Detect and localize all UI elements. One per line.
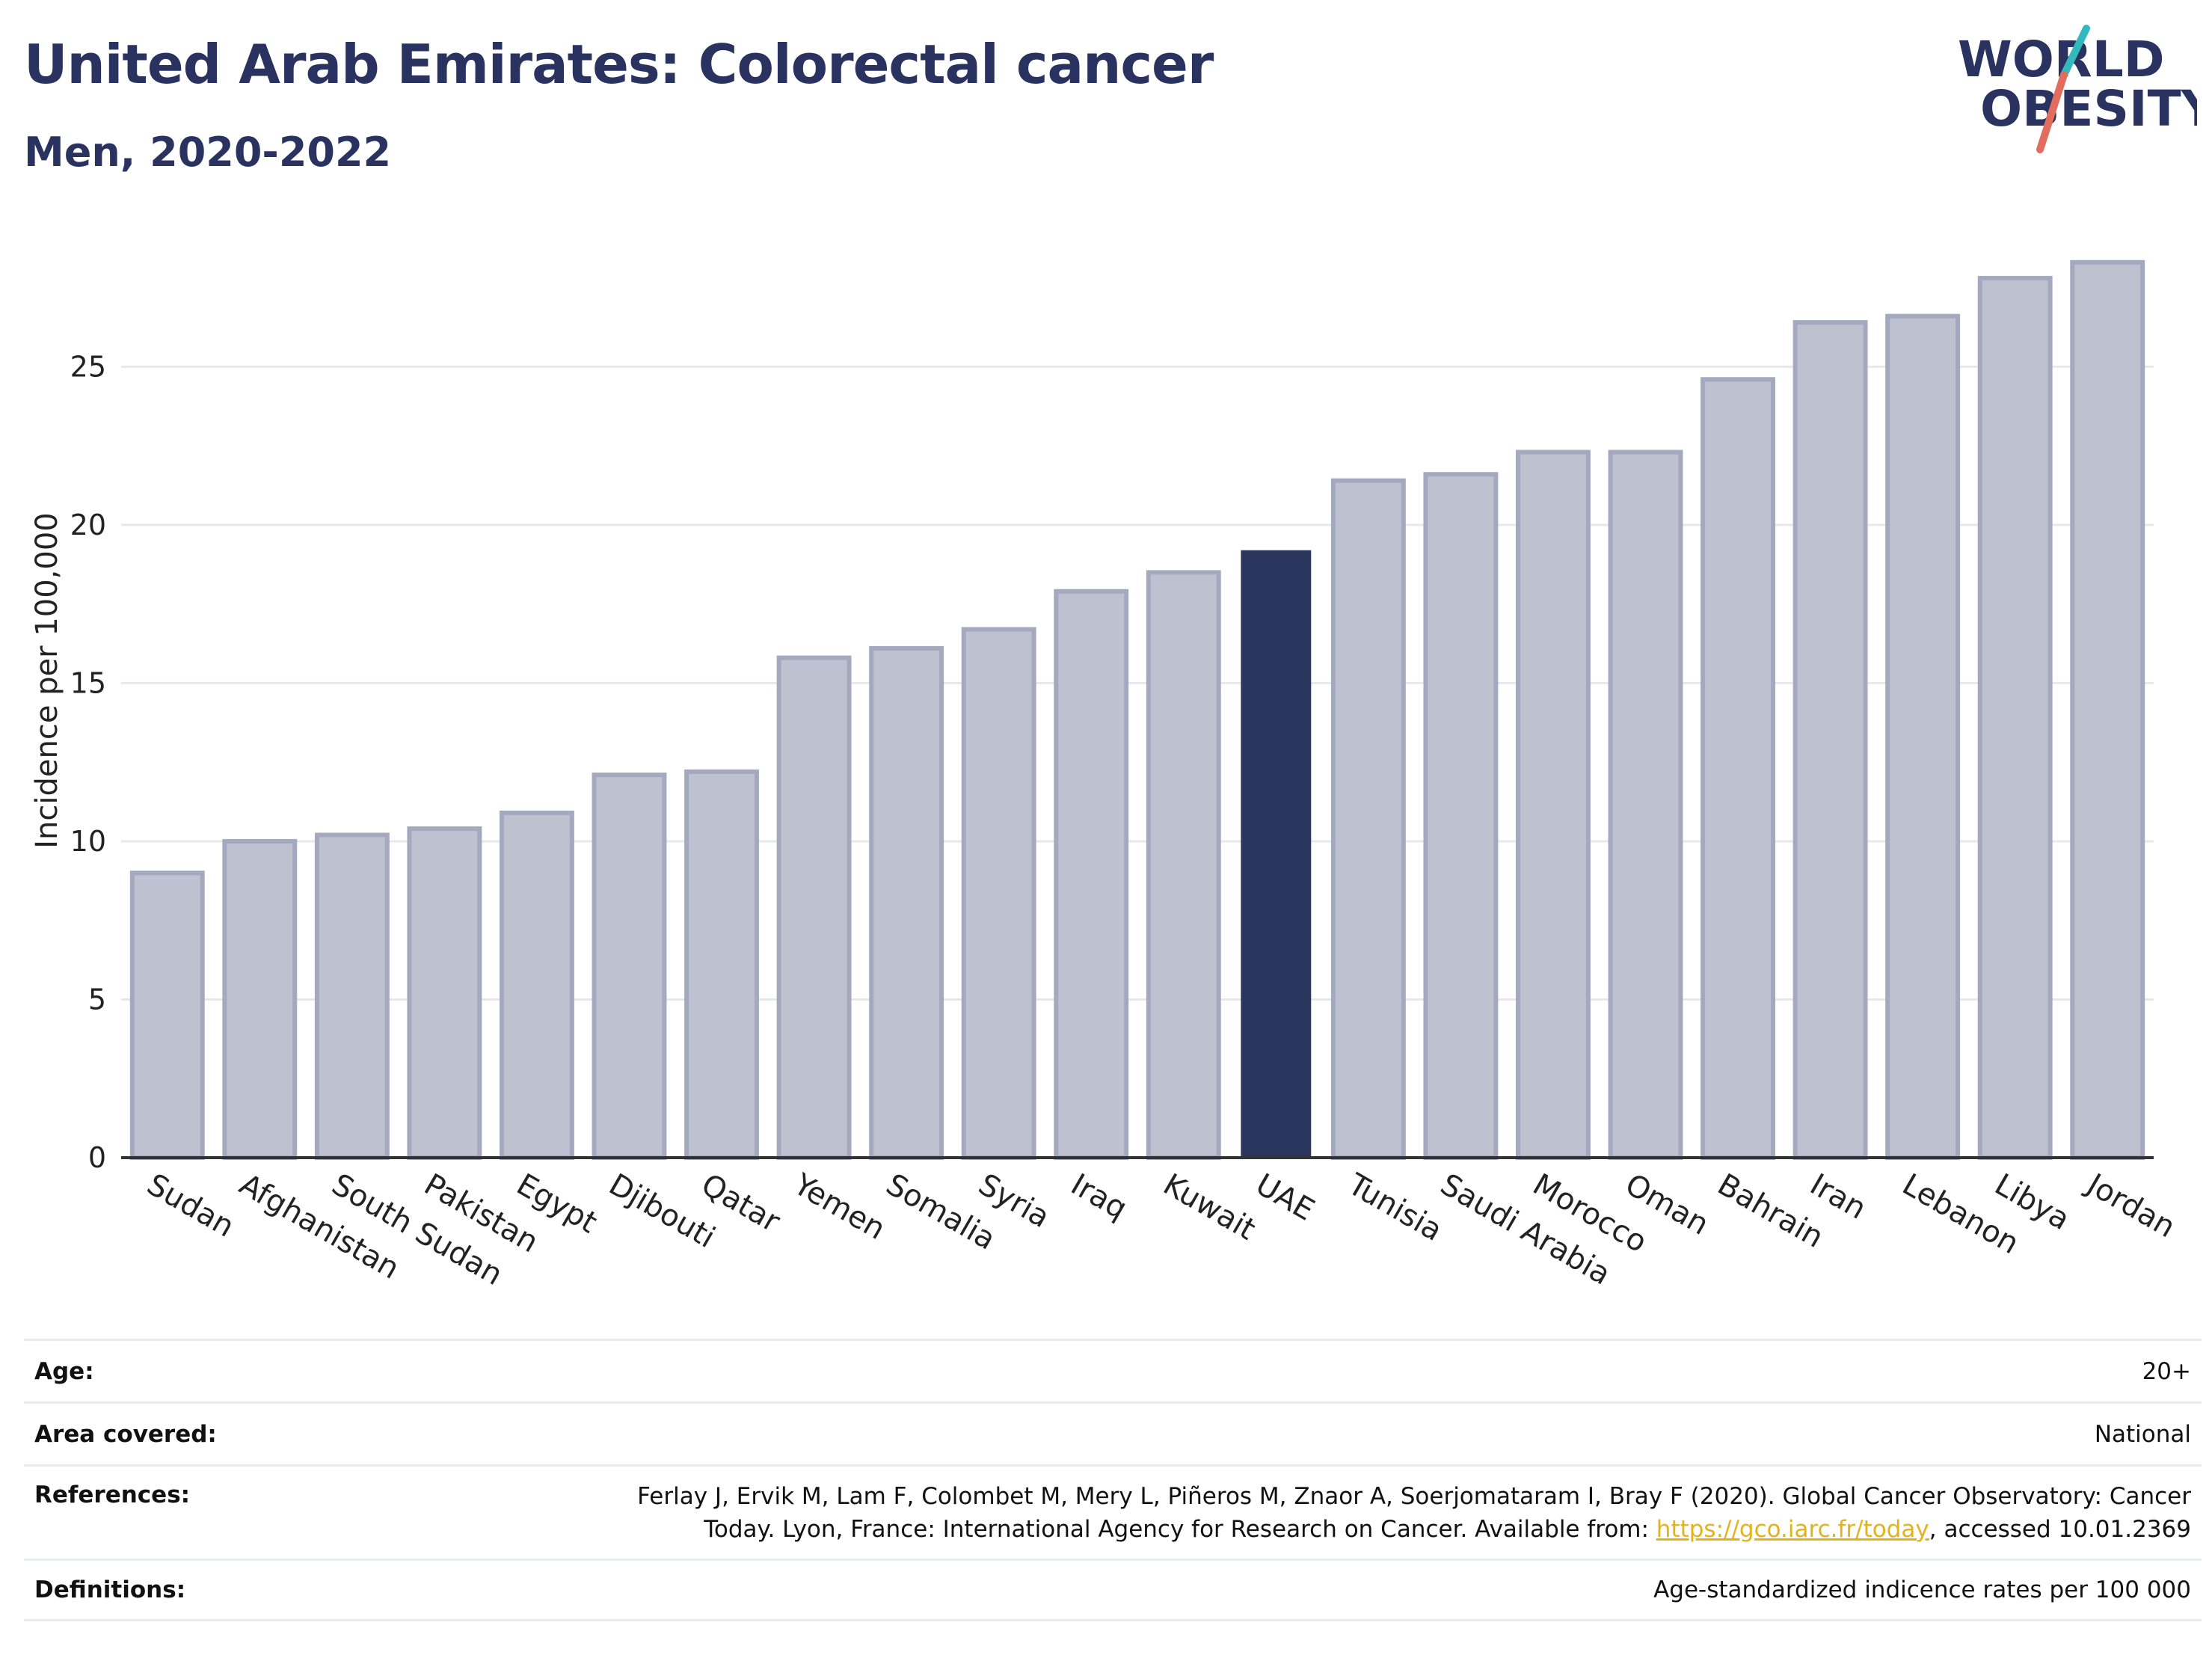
references-line2-suffix: , accessed 10.01.2369 [1929, 1515, 2191, 1543]
age-value: 20+ [2142, 1357, 2191, 1385]
x-tick-label: Tunisia [1342, 1167, 1448, 1248]
x-tick-label: Sudan [141, 1167, 240, 1244]
logo-slash-red [2036, 71, 2068, 153]
y-tick-label: 20 [70, 509, 106, 541]
y-axis-label: Incidence per 100,000 [30, 512, 64, 849]
definitions-label: Definitions: [34, 1576, 186, 1603]
references-value: Ferlay J, Ervik M, Lam F, Colombet M, Me… [637, 1480, 2191, 1546]
references-line2-prefix: Today. Lyon, France: International Agenc… [704, 1515, 1656, 1543]
bar-qatar [684, 769, 759, 1160]
bar-jordan [2070, 260, 2145, 1160]
x-tick-label: Jordan [2080, 1166, 2181, 1244]
references-label: References: [34, 1481, 191, 1508]
chart-subtitle: Men, 2020-2022 [24, 129, 392, 176]
bar-libya [1977, 275, 2053, 1160]
area-value: National [2094, 1420, 2191, 1448]
references-link[interactable]: https://gco.iarc.fr/today [1656, 1515, 1929, 1543]
bar-yemen [776, 655, 852, 1160]
bar-somalia [869, 645, 944, 1160]
y-tick-label: 0 [88, 1141, 106, 1174]
logo-slash-teal [2060, 25, 2090, 79]
y-tick-label: 15 [70, 666, 106, 699]
x-tick-label: Djibouti [603, 1167, 721, 1255]
meta-row-age: Age: 20+ [24, 1339, 2202, 1401]
metadata-table: Age: 20+ Area covered: National Referenc… [24, 1339, 2202, 1621]
bar-morocco [1516, 449, 1591, 1160]
bar-lebanon [1885, 313, 1961, 1161]
bar-tunisia [1330, 478, 1406, 1160]
bar-iran [1792, 320, 1868, 1160]
references-line1: Ferlay J, Ervik M, Lam F, Colombet M, Me… [637, 1482, 2191, 1510]
bar-egypt [500, 810, 574, 1161]
bar-pakistan [407, 826, 482, 1160]
y-tick-label: 10 [70, 825, 106, 858]
meta-row-area: Area covered: National [24, 1401, 2202, 1464]
chart-title: United Arab Emirates: Colorectal cancer [24, 33, 1214, 96]
bar-oman [1608, 449, 1683, 1160]
bar-uae [1241, 550, 1312, 1158]
y-tick-label: 5 [88, 983, 106, 1016]
bar-south-sudan [314, 832, 390, 1161]
bar-syria [961, 627, 1036, 1160]
x-tick-label: Iraq [1065, 1167, 1133, 1226]
definitions-value: Age-standardized indicence rates per 100… [1653, 1576, 2191, 1603]
world-obesity-logo: WORLD OBESITY [1958, 25, 2197, 153]
area-label: Area covered: [34, 1420, 217, 1448]
bar-iraq [1054, 589, 1129, 1160]
bar-djibouti [592, 773, 667, 1161]
bar-kuwait [1146, 570, 1221, 1160]
meta-row-definitions: Definitions: Age-standardized indicence … [24, 1559, 2202, 1621]
bar-sudan [129, 871, 205, 1161]
bar-afghanistan [222, 838, 298, 1160]
x-tick-label: Kuwait [1158, 1167, 1262, 1247]
bars [129, 260, 2145, 1161]
bar-bahrain [1701, 377, 1775, 1160]
logo-word-obesity: OBESITY [1980, 80, 2197, 138]
age-label: Age: [34, 1357, 94, 1385]
x-tick-label: Bahrain [1712, 1167, 1829, 1255]
meta-row-references: References: Ferlay J, Ervik M, Lam F, Co… [24, 1464, 2202, 1559]
x-tick-label: Yemen [787, 1167, 891, 1247]
y-tick-label: 25 [70, 350, 106, 383]
bar-saudi-arabia [1423, 472, 1499, 1160]
y-axis: 0 5 10 15 20 25 [70, 350, 106, 1174]
